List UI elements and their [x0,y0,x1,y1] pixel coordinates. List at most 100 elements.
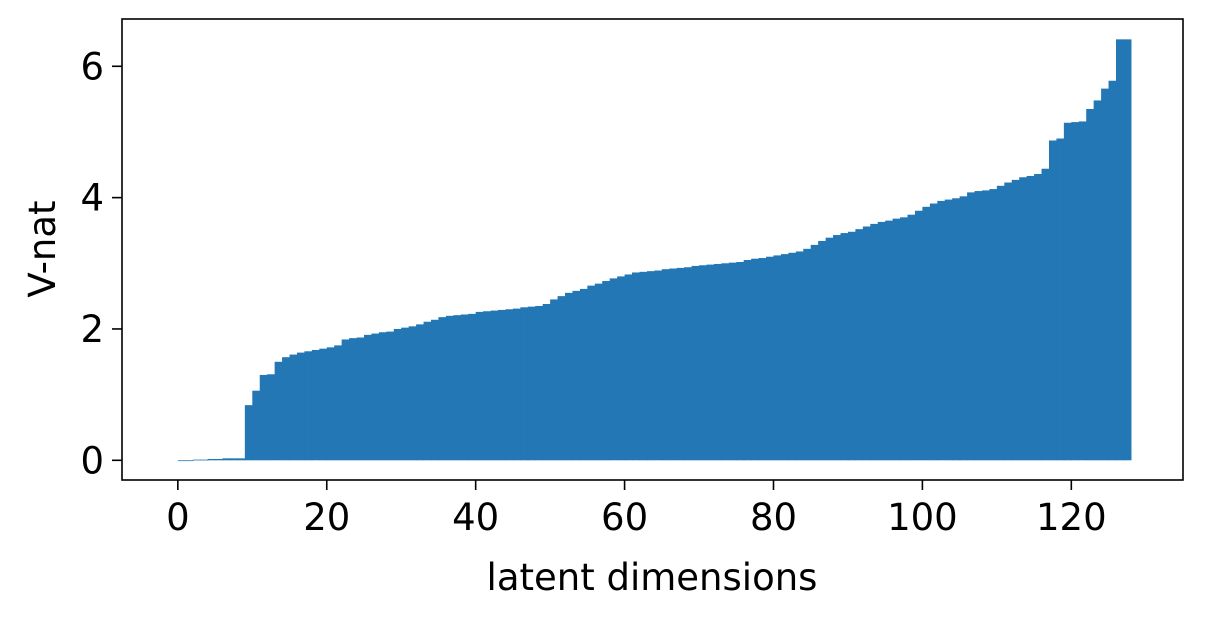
bar [639,271,648,461]
x-tick-label: 80 [750,496,797,539]
bar [870,223,879,461]
bar [877,221,886,461]
bar [557,296,566,461]
bar [237,458,246,461]
bar [1056,138,1065,461]
bar [1063,122,1072,461]
bar [914,210,924,461]
bar [713,263,722,461]
bar [341,339,350,461]
bar [624,274,633,461]
bar [862,226,871,461]
bar [825,237,834,461]
y-tick-label: 4 [80,177,104,220]
y-tick-label: 2 [80,308,104,351]
bar [743,260,752,461]
bar [609,278,618,461]
bar [803,248,812,461]
bar [453,315,462,461]
bar [349,338,358,461]
bar [572,290,581,461]
bar [706,264,715,461]
bar [1048,140,1058,461]
bar [401,327,410,461]
x-tick-label: 100 [887,496,958,539]
bar [699,265,708,461]
bar [929,203,938,461]
bar [818,240,827,461]
bar [483,311,492,461]
bar [1101,88,1110,461]
bar [527,306,536,461]
bar [847,231,856,461]
bar [475,311,484,461]
bar [810,244,819,461]
bar [363,334,373,461]
bar [654,270,663,461]
bar [959,196,968,461]
bar [259,374,268,461]
bar [200,459,209,461]
bar [505,309,514,461]
bar [1034,173,1043,461]
x-tick-label: 0 [166,496,190,539]
plot-frame [121,18,1184,481]
bar [282,357,291,461]
bar [967,192,976,461]
bar [780,254,789,461]
bar [445,315,454,461]
bar [1026,175,1035,461]
bar [490,310,499,461]
bar [393,328,402,461]
bar [550,299,559,461]
bar [416,324,425,461]
y-axis-ticks: 0 2 4 6 [80,45,122,482]
bar [1108,80,1117,461]
bar [215,458,224,461]
bar [632,272,641,461]
bar [1019,177,1028,461]
x-tick-label: 40 [452,496,499,539]
bar [1041,168,1050,461]
bar [922,206,931,461]
bar [274,361,283,461]
x-tick-label: 120 [1036,496,1107,539]
bar [319,348,328,461]
bar [996,185,1005,461]
bar [378,332,387,461]
bar [602,281,611,461]
bar [981,190,991,461]
bar [1011,179,1020,461]
bar [192,459,201,461]
y-tick-label: 6 [80,45,104,88]
bar [386,331,395,461]
bar [1004,182,1013,461]
bar [885,220,894,461]
y-axis-label: V-nat [21,200,64,297]
bar [900,217,909,461]
bar [1123,39,1132,461]
bar [1086,108,1095,461]
x-axis-label: latent dimensions [487,556,818,599]
bar [855,229,864,461]
bar [408,326,417,461]
bar [721,263,730,461]
bar [661,269,670,461]
bar [684,267,693,461]
y-tick-label: 0 [80,439,104,482]
bar [773,255,782,461]
bar [430,319,440,461]
x-tick-label: 60 [601,496,648,539]
bar [646,271,655,461]
bar [512,308,521,461]
bar [579,288,588,461]
bar [907,214,916,461]
bar [840,233,849,461]
bar [594,283,603,461]
bar [207,458,216,461]
bar [587,285,596,461]
bar [371,333,380,461]
bar [304,351,313,461]
bar [311,349,320,461]
